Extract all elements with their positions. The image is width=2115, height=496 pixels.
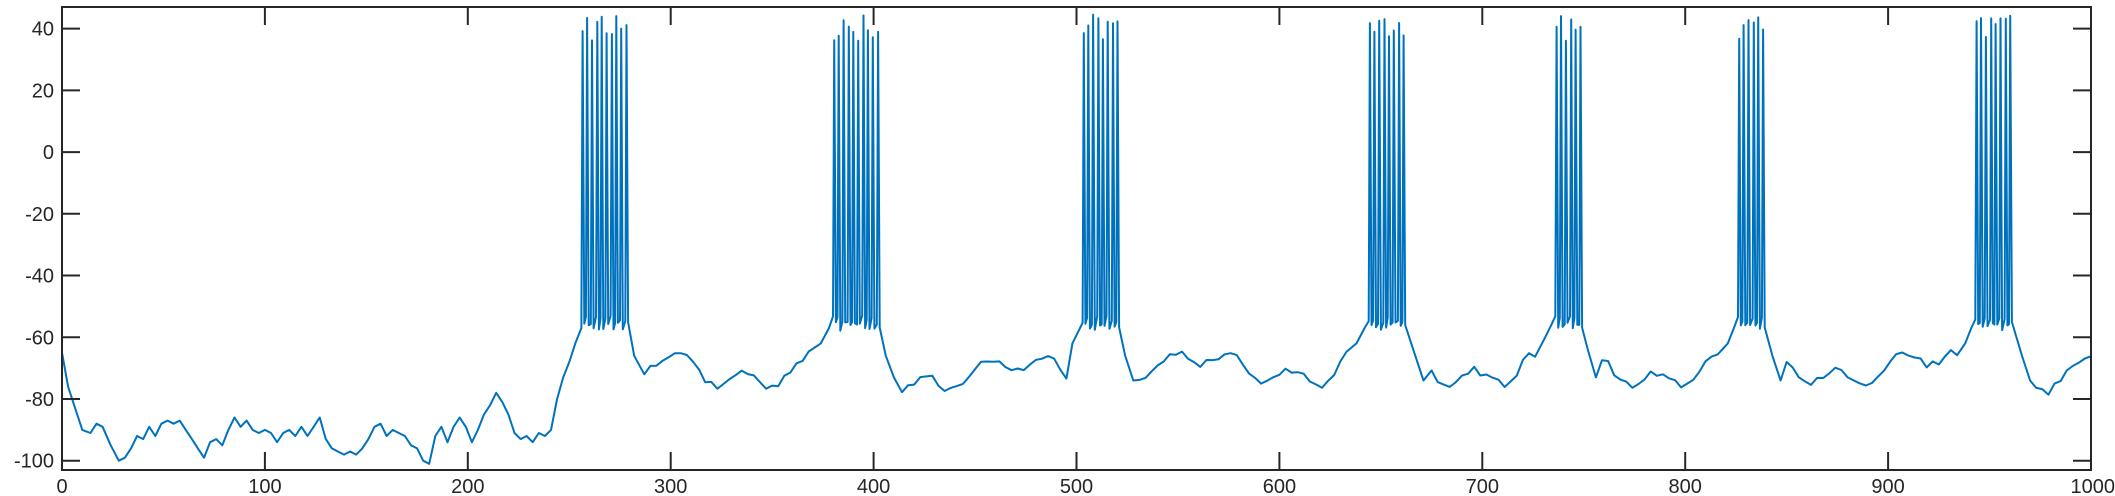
axes-box — [61, 6, 2092, 471]
y-tick-label: -20 — [25, 204, 54, 226]
x-tick-label: 100 — [248, 476, 281, 496]
x-tick-label: 500 — [1060, 476, 1093, 496]
x-tick-label: 700 — [1466, 476, 1499, 496]
x-tick-label: 400 — [857, 476, 890, 496]
y-tick-label: 40 — [32, 19, 54, 41]
y-tick-label: -80 — [25, 389, 54, 411]
y-tick-label: -40 — [25, 266, 54, 288]
x-tick-label: 800 — [1669, 476, 1702, 496]
voltage-trace-line — [61, 13, 2092, 465]
x-tick-label: 300 — [654, 476, 687, 496]
x-axis: 0 100 200 300 400 500 600 700 800 900 1000 — [56, 7, 2115, 496]
x-tick-label: 200 — [451, 476, 484, 496]
x-tick-label: 1000 — [2071, 476, 2115, 496]
x-tick-label: 0 — [56, 476, 67, 496]
y-tick-label: -60 — [25, 327, 54, 349]
x-tick-label: 600 — [1263, 476, 1296, 496]
y-tick-label: -100 — [14, 451, 54, 473]
y-tick-label: 0 — [43, 142, 54, 164]
y-tick-label: 20 — [32, 80, 54, 102]
y-axis: -100 -80 -60 -40 -20 0 20 40 — [14, 19, 2091, 473]
x-tick-label: 900 — [1871, 476, 1904, 496]
